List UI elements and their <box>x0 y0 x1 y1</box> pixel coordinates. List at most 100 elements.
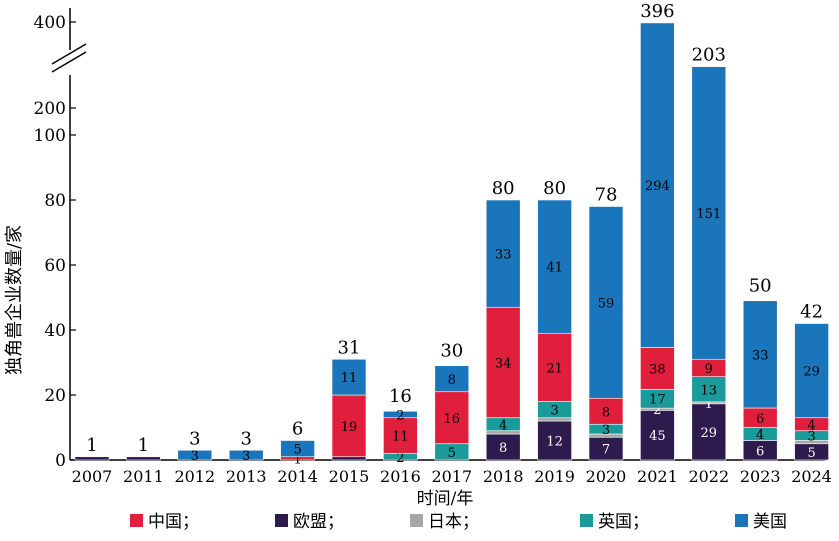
axis-break-mark <box>51 43 87 65</box>
bar-total-label: 3 <box>189 428 200 449</box>
segment-label: 7 <box>602 443 610 458</box>
legend-label: 英国； <box>598 512 649 532</box>
bar-segment <box>794 323 829 419</box>
segment-label: 3 <box>191 449 199 464</box>
segment-label: 59 <box>598 296 615 311</box>
x-tick-label: 2024 <box>791 467 832 486</box>
axis-break-mark <box>51 51 87 73</box>
segment-label: 3 <box>242 449 250 464</box>
segment-label: 3 <box>550 404 558 419</box>
y-tick-label: 200 <box>34 99 66 119</box>
x-tick-label: 2016 <box>380 467 421 486</box>
bar-segment <box>383 410 418 419</box>
legend-swatch <box>130 514 143 527</box>
x-tick-label: 2012 <box>174 467 215 486</box>
segment-label: 3 <box>807 430 815 445</box>
bar-total-label: 1 <box>138 435 149 456</box>
bar-segment <box>434 365 470 393</box>
bar-segment <box>640 410 675 461</box>
bar-segment <box>331 456 367 461</box>
x-tick-label: 2021 <box>637 467 678 486</box>
y-tick-label: 400 <box>34 13 66 33</box>
segment-label: 2 <box>396 451 404 466</box>
segment-label: 5 <box>448 446 456 461</box>
segment-label: 21 <box>546 361 563 376</box>
segment-label: 6 <box>756 444 764 459</box>
x-tick-label: 2013 <box>226 467 267 486</box>
segment-label: 4 <box>756 428 764 443</box>
segment-label: 19 <box>341 420 358 435</box>
segment-label: 2 <box>396 409 404 424</box>
bar-segment <box>126 456 161 461</box>
segment-label: 45 <box>649 429 666 444</box>
bar-segment <box>383 417 418 454</box>
segment-label: 4 <box>499 418 507 433</box>
x-tick-label: 2014 <box>277 467 318 486</box>
bar-total-label: 30 <box>440 341 463 362</box>
bar-total-label: 3 <box>240 428 251 449</box>
bar-segment <box>691 376 727 403</box>
legend-swatch <box>580 514 593 527</box>
bar-segment <box>640 347 675 390</box>
segment-label: 29 <box>701 426 718 441</box>
x-tick-label: 2011 <box>123 467 164 486</box>
segment-label: 29 <box>803 365 820 380</box>
legend-label: 欧盟； <box>293 512 344 532</box>
legend-swatch <box>735 514 748 527</box>
segment-label: 9 <box>705 362 713 377</box>
bar-segment <box>485 199 521 308</box>
bar-total-label: 396 <box>640 1 674 22</box>
bar-total-label: 6 <box>292 419 303 440</box>
x-tick-label: 2018 <box>483 467 524 486</box>
bar-segment <box>228 449 264 461</box>
bar-total-label: 50 <box>749 276 772 297</box>
bar-segment <box>485 433 521 461</box>
y-tick-label: 20 <box>44 386 66 406</box>
segment-label: 16 <box>444 412 461 427</box>
x-tick-label: 2017 <box>431 467 472 486</box>
y-tick-label: 40 <box>44 321 66 341</box>
segment-label: 5 <box>807 446 815 461</box>
bar-total-label: 31 <box>338 337 361 358</box>
segment-label: 13 <box>701 383 718 398</box>
x-tick-label: 2023 <box>740 467 781 486</box>
legend-label: 日本； <box>428 512 479 532</box>
y-tick-label: 60 <box>44 256 66 276</box>
segment-label: 12 <box>546 435 563 450</box>
segment-label: 6 <box>756 412 764 427</box>
y-axis-label: 独角兽企业数量/家 <box>4 225 25 375</box>
segment-label: 8 <box>448 373 456 388</box>
segment-label: 11 <box>392 430 409 445</box>
x-tick-label: 2015 <box>329 467 370 486</box>
bar-segment <box>691 66 727 360</box>
y-tick-label: 80 <box>44 191 66 211</box>
bar-segment <box>177 449 213 461</box>
segment-label: 5 <box>293 443 301 458</box>
x-tick-label: 2022 <box>688 467 729 486</box>
segment-label: 4 <box>807 418 815 433</box>
segment-label: 33 <box>752 348 769 363</box>
bar-segment <box>588 206 624 399</box>
bar-segment <box>537 420 572 461</box>
segment-label: 11 <box>341 371 358 386</box>
x-tick-label: 2007 <box>72 467 113 486</box>
x-tick-label: 2020 <box>586 467 627 486</box>
bar-segment <box>691 403 727 461</box>
segment-label: 17 <box>649 393 666 408</box>
bar-segment <box>485 306 521 419</box>
bar-segment <box>434 391 470 445</box>
segment-label: 41 <box>546 261 563 276</box>
bar-segment <box>280 440 315 458</box>
segment-label: 151 <box>696 207 721 222</box>
bar-segment <box>331 358 367 396</box>
bar-total-label: 80 <box>492 178 515 199</box>
bar-total-label: 42 <box>800 302 823 323</box>
bar-total-label: 203 <box>692 45 726 66</box>
bar-segment <box>742 300 778 409</box>
bar-segment <box>537 199 572 334</box>
y-tick-label: 0 <box>55 451 66 471</box>
segment-label: 33 <box>495 248 512 263</box>
segment-label: 294 <box>645 179 670 194</box>
y-tick-label: 100 <box>34 126 66 146</box>
